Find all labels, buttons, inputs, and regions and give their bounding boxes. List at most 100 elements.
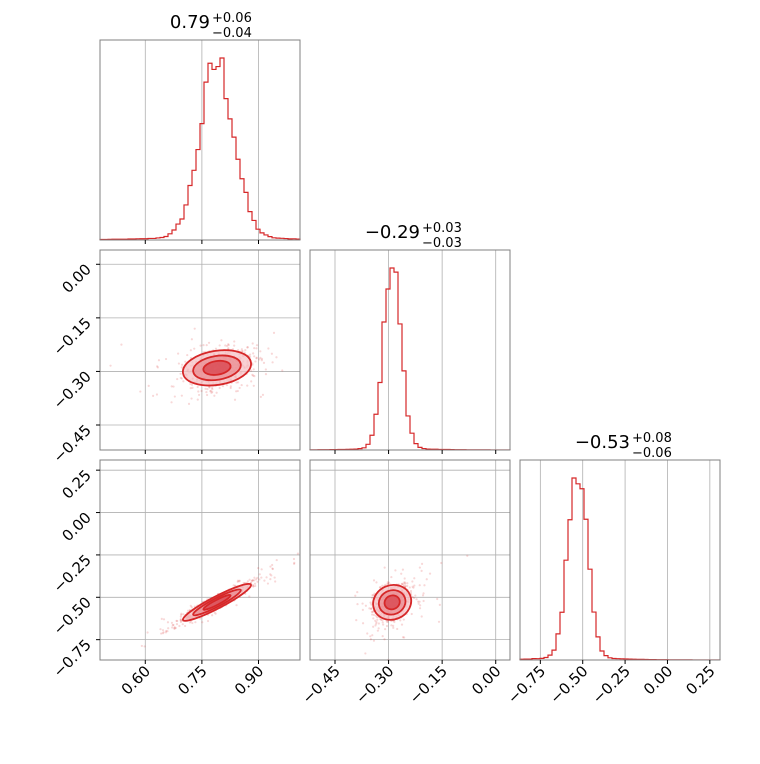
panel-title-plus: +0.06: [212, 11, 252, 26]
scatter-point: [404, 582, 407, 585]
scatter-point: [372, 625, 375, 628]
scatter-point: [194, 621, 197, 624]
scatter-point: [235, 390, 238, 393]
scatter-point: [361, 622, 365, 625]
scatter-point: [236, 389, 239, 393]
scatter-point: [270, 352, 273, 355]
scatter-point: [182, 380, 185, 383]
scatter-point: [406, 582, 409, 585]
scatter-point: [394, 569, 397, 572]
scatter-point: [406, 584, 409, 588]
scatter-point: [369, 638, 373, 641]
scatter-point: [366, 632, 369, 635]
scatter-point: [220, 339, 223, 342]
scatter-point: [387, 581, 391, 584]
scatter-point: [183, 624, 187, 628]
scatter-point: [244, 348, 247, 352]
scatter-point: [392, 624, 395, 627]
scatter-point: [211, 614, 214, 617]
scatter-point: [171, 626, 174, 629]
scatter-point: [253, 576, 256, 579]
scatter-point: [214, 347, 218, 350]
scatter-point: [246, 346, 249, 349]
scatter-point: [205, 393, 209, 397]
scatter-point: [240, 350, 244, 353]
axes-frame: [309, 459, 511, 661]
scatter-point: [383, 566, 386, 569]
scatter-point: [246, 384, 249, 387]
scatter-point: [253, 355, 256, 358]
scatter-point: [385, 624, 389, 628]
scatter-point: [156, 365, 159, 368]
scatter-point: [402, 583, 405, 586]
scatter-point: [384, 583, 387, 586]
scatter-point: [369, 635, 372, 638]
x-tick-label: 0.75: [174, 662, 210, 698]
scatter-point: [269, 565, 272, 568]
scatter-point: [375, 581, 378, 584]
scatter-point: [190, 606, 193, 609]
scatter-point: [237, 348, 240, 352]
scatter-point: [399, 619, 402, 622]
scatter-point: [178, 624, 181, 628]
scatter-point: [422, 592, 425, 595]
scatter-point: [179, 618, 182, 621]
scatter-point: [188, 621, 192, 624]
scatter-point: [412, 586, 415, 589]
scatter-point: [218, 386, 221, 390]
scatter-point: [413, 596, 416, 600]
scatter-point: [227, 344, 230, 347]
plot-area: [520, 460, 720, 660]
scatter-point: [258, 573, 261, 576]
x-tick-label: −0.50: [546, 662, 591, 707]
scatter-point: [369, 601, 372, 604]
scatter-point: [196, 398, 199, 401]
scatter-point: [393, 620, 396, 624]
scatter-point: [364, 652, 367, 655]
scatter-point: [372, 617, 375, 620]
scatter-point: [381, 635, 384, 638]
scatter-point: [413, 577, 416, 580]
x-tick-label: −0.30: [352, 662, 397, 707]
x-tick-label: 0.25: [682, 662, 718, 698]
scatter-point: [209, 390, 212, 393]
scatter-point: [213, 611, 216, 614]
scatter-point: [161, 629, 165, 632]
scatter-point: [214, 612, 217, 615]
scatter-point: [252, 585, 255, 588]
scatter-point: [372, 613, 375, 617]
y-tick-label: −0.15: [50, 314, 95, 359]
axes-frame: [309, 249, 511, 451]
scatter-point: [372, 594, 375, 597]
scatter-point: [211, 388, 214, 391]
scatter-point: [181, 363, 184, 366]
scatter-point: [417, 600, 420, 603]
scatter-point: [143, 645, 146, 648]
scatter-point: [253, 582, 257, 585]
scatter-point: [186, 609, 190, 612]
panel-title-median: 0.79: [170, 12, 210, 33]
scatter-point: [205, 391, 208, 394]
scatter-point: [189, 604, 192, 607]
scatter-point: [417, 602, 420, 605]
contour-level: [202, 359, 232, 376]
scatter-point: [260, 576, 263, 579]
scatter-point: [378, 586, 382, 589]
scatter-point: [238, 386, 241, 390]
scatter-point: [377, 627, 380, 630]
scatter-point: [421, 594, 425, 597]
scatter-point: [196, 385, 199, 389]
scatter-point: [227, 343, 230, 346]
scatter-point: [175, 623, 179, 626]
axes-frame: [519, 459, 721, 661]
scatter-point: [425, 578, 428, 581]
scatter-point: [420, 562, 424, 565]
scatter-point: [419, 604, 422, 607]
scatter-point: [375, 622, 378, 625]
scatter-point: [234, 584, 237, 587]
axes-frame: [99, 39, 301, 241]
scatter-point: [173, 627, 176, 630]
scatter-point: [418, 607, 422, 610]
scatter-point: [160, 617, 163, 620]
scatter-point: [400, 572, 403, 575]
